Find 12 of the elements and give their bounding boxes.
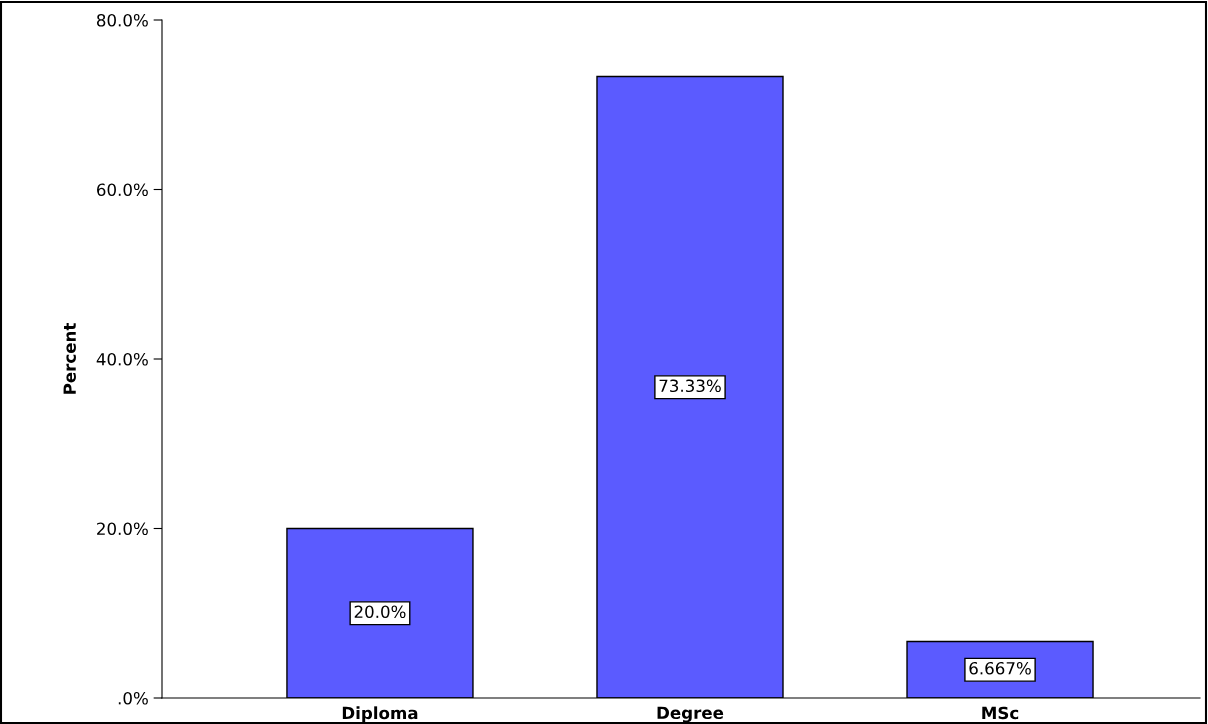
y-tick-label: 40.0% [96,352,148,366]
y-axis-title: Percent [63,323,76,394]
data-label: 73.33% [659,379,721,393]
y-tick-label: 60.0% [97,183,148,197]
y-tick-label: 20.0% [97,522,148,536]
x-tick-label: MSc [982,706,1019,720]
y-tick-label: 80.0% [96,13,148,27]
y-tick-label: .0% [118,691,148,705]
x-tick-label: Diploma [342,706,418,723]
data-label: 20.0% [354,605,406,619]
data-label: 6.667% [969,661,1031,675]
x-tick-label: Degree [657,706,724,723]
